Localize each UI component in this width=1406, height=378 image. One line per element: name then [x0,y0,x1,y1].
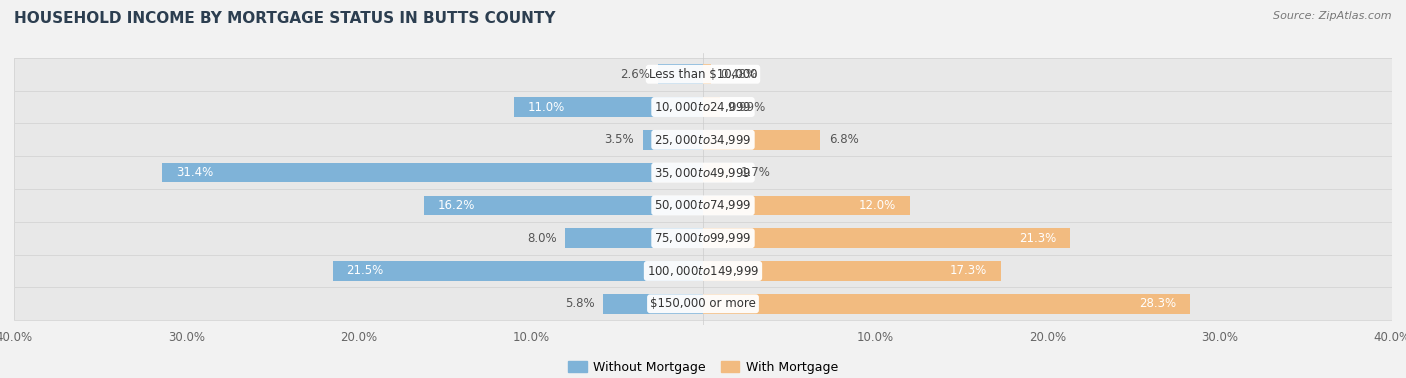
Text: 8.0%: 8.0% [527,232,557,245]
Text: 11.0%: 11.0% [527,101,565,113]
Text: 1.7%: 1.7% [741,166,770,179]
Text: $10,000 to $24,999: $10,000 to $24,999 [654,100,752,114]
Bar [703,130,820,150]
Bar [14,189,1392,222]
Text: HOUSEHOLD INCOME BY MORTGAGE STATUS IN BUTTS COUNTY: HOUSEHOLD INCOME BY MORTGAGE STATUS IN B… [14,11,555,26]
Text: 31.4%: 31.4% [176,166,214,179]
Bar [703,261,1001,281]
Bar [603,294,703,314]
Bar [703,195,910,215]
Text: 5.8%: 5.8% [565,297,595,310]
Bar [565,228,703,248]
Bar [658,64,703,84]
Bar [643,130,703,150]
Bar [425,195,703,215]
Bar [333,261,703,281]
Bar [703,228,1070,248]
Bar [14,124,1392,156]
Bar [14,222,1392,254]
Text: $35,000 to $49,999: $35,000 to $49,999 [654,166,752,180]
Bar [703,64,711,84]
Bar [703,294,1191,314]
Bar [14,189,1392,222]
Text: Less than $10,000: Less than $10,000 [648,68,758,81]
Bar [14,156,1392,189]
Text: 6.8%: 6.8% [828,133,859,146]
Text: $150,000 or more: $150,000 or more [650,297,756,310]
Bar [14,91,1392,124]
Text: 21.3%: 21.3% [1019,232,1056,245]
Text: 2.6%: 2.6% [620,68,650,81]
Text: Source: ZipAtlas.com: Source: ZipAtlas.com [1274,11,1392,21]
Text: 21.5%: 21.5% [346,265,384,277]
Text: 12.0%: 12.0% [859,199,896,212]
Bar [14,254,1392,287]
Bar [703,97,720,117]
Bar [14,287,1392,320]
Bar [162,163,703,183]
Text: $50,000 to $74,999: $50,000 to $74,999 [654,198,752,212]
Text: $100,000 to $149,999: $100,000 to $149,999 [647,264,759,278]
Bar [513,97,703,117]
Text: 17.3%: 17.3% [950,265,987,277]
Bar [14,156,1392,189]
Text: 0.99%: 0.99% [728,101,766,113]
Bar [14,58,1392,91]
Bar [14,91,1392,124]
Bar [14,124,1392,156]
Bar [14,222,1392,254]
Text: $25,000 to $34,999: $25,000 to $34,999 [654,133,752,147]
Bar [14,287,1392,320]
Bar [14,254,1392,287]
Text: 3.5%: 3.5% [605,133,634,146]
Bar [14,58,1392,91]
Text: 28.3%: 28.3% [1139,297,1177,310]
Legend: Without Mortgage, With Mortgage: Without Mortgage, With Mortgage [562,356,844,378]
Bar [703,163,733,183]
Text: 16.2%: 16.2% [437,199,475,212]
Text: $75,000 to $99,999: $75,000 to $99,999 [654,231,752,245]
Text: 0.48%: 0.48% [720,68,756,81]
